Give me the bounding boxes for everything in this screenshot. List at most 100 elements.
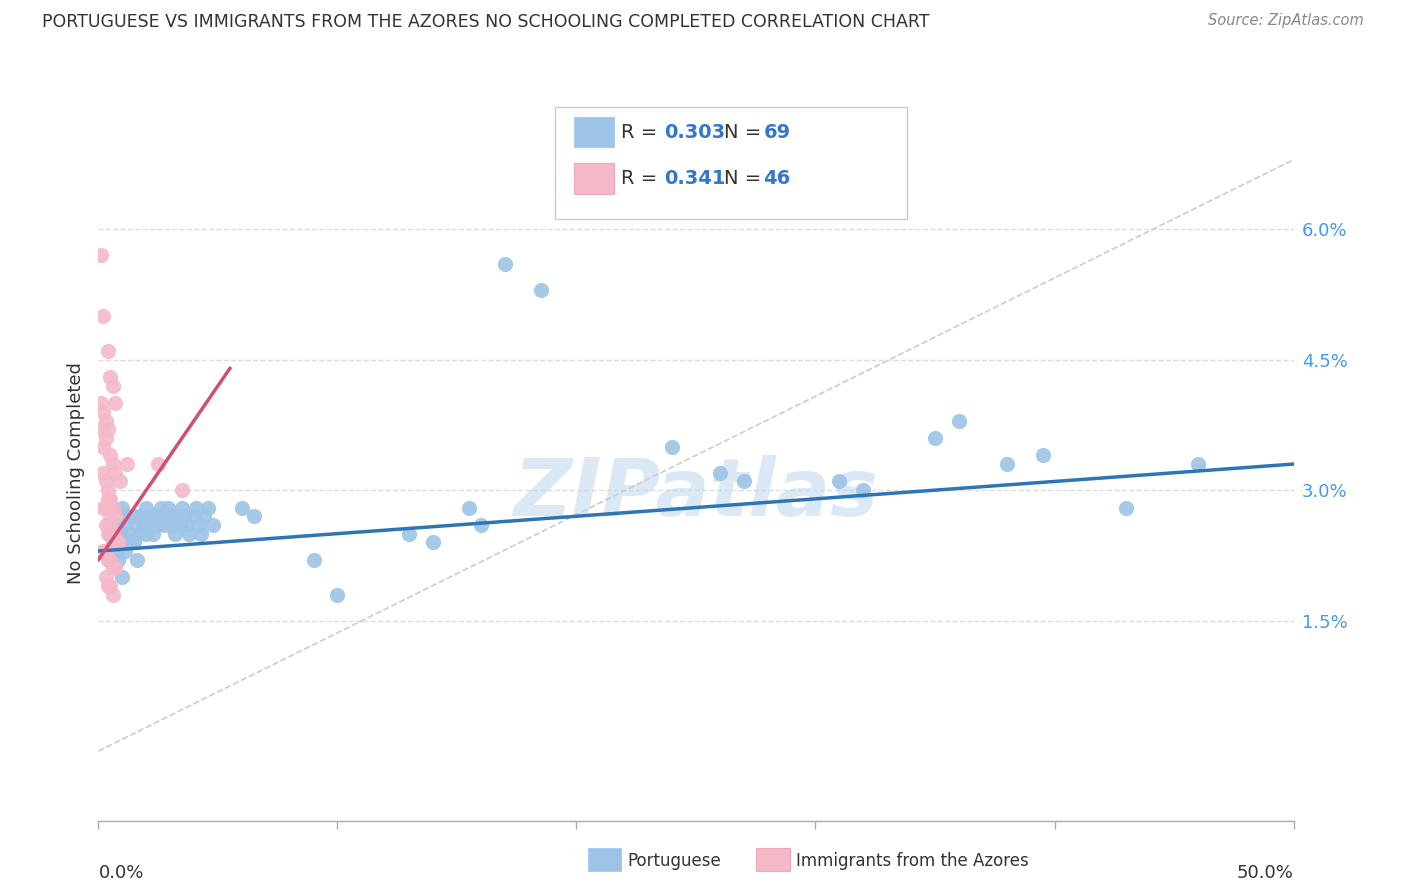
Text: 0.341: 0.341	[664, 169, 725, 188]
Point	[173, 509, 195, 524]
Point	[94, 475, 117, 489]
Point	[121, 535, 143, 549]
Point	[1115, 500, 1137, 515]
Point	[114, 544, 136, 558]
Point	[494, 257, 516, 271]
Point	[193, 509, 215, 524]
Point	[101, 378, 124, 392]
Point	[94, 517, 117, 532]
Point	[97, 526, 120, 541]
Point	[104, 509, 127, 524]
Point	[101, 526, 124, 541]
Point	[104, 396, 127, 410]
Point	[90, 396, 112, 410]
Point	[202, 517, 225, 532]
Point	[94, 544, 117, 558]
Point	[124, 535, 146, 549]
Point	[924, 431, 946, 445]
Point	[118, 526, 141, 541]
Point	[111, 535, 134, 549]
Point	[94, 431, 117, 445]
Point	[326, 587, 349, 601]
Point	[135, 500, 157, 515]
Point	[135, 526, 157, 541]
Point	[186, 500, 208, 515]
Point	[187, 517, 209, 532]
Text: ZIPatlas: ZIPatlas	[513, 455, 879, 533]
Point	[828, 475, 851, 489]
Point	[97, 579, 120, 593]
Point	[661, 440, 683, 454]
Point	[101, 457, 124, 471]
Point	[115, 509, 138, 524]
Point	[98, 370, 122, 384]
Text: Immigrants from the Azores: Immigrants from the Azores	[796, 852, 1029, 870]
Point	[98, 491, 122, 506]
Point	[529, 283, 551, 297]
Point	[104, 561, 127, 575]
Point	[97, 491, 120, 506]
Point	[94, 570, 117, 584]
Point	[114, 517, 136, 532]
Point	[948, 414, 970, 428]
Point	[97, 552, 120, 567]
Text: Portuguese: Portuguese	[627, 852, 721, 870]
Point	[179, 526, 201, 541]
Point	[142, 526, 165, 541]
Point	[995, 457, 1018, 471]
Point	[470, 517, 492, 532]
Point	[152, 509, 174, 524]
Point	[97, 422, 120, 436]
Point	[98, 517, 122, 532]
Text: 46: 46	[763, 169, 790, 188]
Point	[107, 552, 129, 567]
Point	[145, 509, 167, 524]
Point	[131, 509, 153, 524]
Point	[104, 544, 127, 558]
Point	[94, 500, 117, 515]
Point	[97, 343, 120, 358]
Point	[98, 448, 122, 462]
Point	[163, 526, 186, 541]
Text: R =: R =	[621, 169, 664, 188]
Point	[101, 500, 124, 515]
Point	[128, 526, 150, 541]
Point	[107, 535, 129, 549]
Point	[90, 248, 112, 262]
Point	[166, 509, 188, 524]
Point	[148, 457, 170, 471]
Point	[91, 466, 114, 480]
Point	[98, 579, 122, 593]
Point	[231, 500, 253, 515]
Text: N =: N =	[724, 169, 768, 188]
Point	[115, 457, 138, 471]
Text: R =: R =	[621, 122, 664, 142]
Point	[162, 517, 184, 532]
Point	[97, 483, 120, 498]
Text: 50.0%: 50.0%	[1237, 864, 1294, 882]
Point	[149, 500, 172, 515]
Point	[458, 500, 481, 515]
Point	[172, 500, 194, 515]
Point	[138, 509, 160, 524]
Point	[91, 500, 114, 515]
Point	[94, 414, 117, 428]
Point	[159, 509, 181, 524]
Point	[108, 526, 131, 541]
Point	[90, 422, 112, 436]
Text: Source: ZipAtlas.com: Source: ZipAtlas.com	[1208, 13, 1364, 29]
Point	[1187, 457, 1209, 471]
Point	[98, 509, 122, 524]
Point	[156, 500, 179, 515]
Point	[709, 466, 731, 480]
Point	[1032, 448, 1054, 462]
Point	[108, 475, 131, 489]
Text: PORTUGUESE VS IMMIGRANTS FROM THE AZORES NO SCHOOLING COMPLETED CORRELATION CHAR: PORTUGUESE VS IMMIGRANTS FROM THE AZORES…	[42, 13, 929, 31]
Point	[132, 517, 155, 532]
Point	[155, 517, 177, 532]
Point	[733, 475, 755, 489]
Point	[243, 509, 266, 524]
Point	[169, 517, 191, 532]
Point	[139, 517, 162, 532]
Point	[101, 587, 124, 601]
